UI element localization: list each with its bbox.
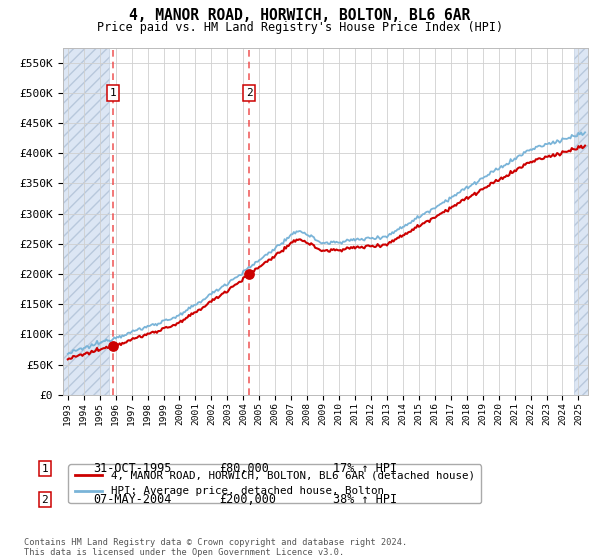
Bar [63, 48, 109, 395]
Text: £80,000: £80,000 [219, 462, 269, 475]
Text: 2: 2 [246, 88, 253, 98]
Text: 38% ↑ HPI: 38% ↑ HPI [333, 493, 397, 506]
Text: 17% ↑ HPI: 17% ↑ HPI [333, 462, 397, 475]
Text: 1: 1 [41, 464, 49, 474]
Text: 31-OCT-1995: 31-OCT-1995 [93, 462, 172, 475]
Text: 1: 1 [110, 88, 116, 98]
Point [244, 269, 254, 278]
Text: Contains HM Land Registry data © Crown copyright and database right 2024.
This d: Contains HM Land Registry data © Crown c… [24, 538, 407, 557]
Text: 4, MANOR ROAD, HORWICH, BOLTON, BL6 6AR: 4, MANOR ROAD, HORWICH, BOLTON, BL6 6AR [130, 8, 470, 24]
Legend: 4, MANOR ROAD, HORWICH, BOLTON, BL6 6AR (detached house), HPI: Average price, de: 4, MANOR ROAD, HORWICH, BOLTON, BL6 6AR … [68, 464, 481, 503]
Text: £200,000: £200,000 [219, 493, 276, 506]
Bar [574, 48, 588, 395]
Text: 07-MAY-2004: 07-MAY-2004 [93, 493, 172, 506]
Text: 2: 2 [41, 494, 49, 505]
Point [108, 342, 118, 351]
Text: Price paid vs. HM Land Registry's House Price Index (HPI): Price paid vs. HM Land Registry's House … [97, 21, 503, 34]
